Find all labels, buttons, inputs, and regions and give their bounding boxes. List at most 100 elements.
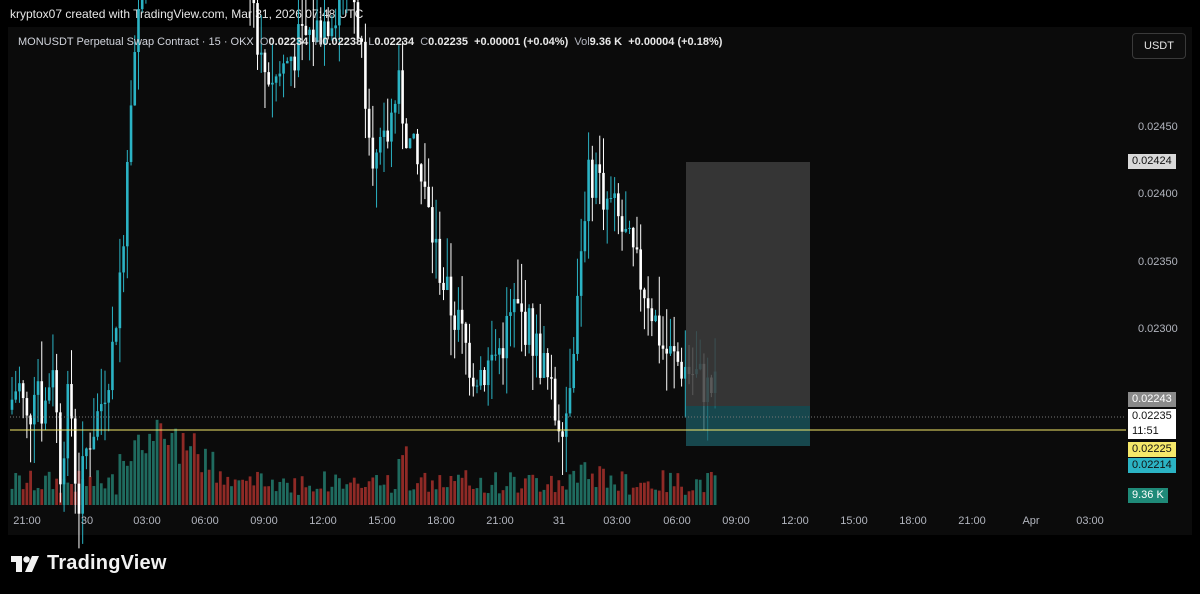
tradingview-brand[interactable]: TradingView: [11, 552, 167, 575]
volume-bar: [189, 446, 192, 505]
candle-body: [10, 399, 14, 410]
volume-bar: [211, 451, 215, 505]
volume-bar: [468, 485, 471, 505]
candle-body: [646, 298, 650, 309]
volume-bar: [122, 460, 125, 505]
candle-body: [81, 456, 84, 514]
volume-bar: [185, 450, 189, 505]
volume-bar: [538, 491, 542, 505]
volume-bar: [222, 484, 226, 505]
volume-label: Vol: [574, 36, 590, 48]
volume-bar: [360, 487, 364, 505]
candle-body: [445, 276, 449, 291]
volume-bar: [628, 494, 631, 505]
volume-bar: [445, 487, 449, 505]
position-zone: [686, 406, 810, 446]
volume-bar: [170, 433, 174, 505]
candle-body: [557, 420, 561, 432]
volume-bar: [594, 487, 598, 505]
volume-bar: [103, 488, 107, 505]
volume-bar: [669, 472, 672, 505]
volume-bar: [557, 480, 561, 505]
candle-body: [51, 370, 55, 388]
volume-bar: [542, 489, 546, 505]
volume-bar: [553, 492, 557, 505]
candle-body: [111, 341, 114, 391]
volume-bar: [620, 471, 624, 505]
volume-bar: [564, 489, 568, 505]
candle-body: [583, 221, 587, 252]
time-tick: 21:00: [486, 515, 514, 527]
volume-bar: [200, 472, 204, 505]
volume-bar: [311, 491, 315, 505]
candle-body: [40, 381, 44, 424]
price-tick: 0.02300: [1138, 323, 1178, 335]
volume-bar: [550, 475, 553, 505]
volume-bar: [501, 490, 505, 505]
candle-body: [88, 448, 92, 450]
candle-body: [356, 2, 360, 39]
volume-bar: [430, 480, 434, 505]
volume-bar: [561, 486, 564, 505]
time-tick: Apr: [1022, 515, 1040, 527]
open-value: 0.02234: [268, 36, 309, 48]
candle-body: [293, 56, 297, 71]
volume-bar: [248, 476, 252, 505]
volume-bar: [47, 471, 51, 505]
time-tick: 06:00: [663, 515, 691, 527]
volume-bar: [602, 468, 605, 505]
volume-bar: [155, 419, 159, 505]
candle-body: [635, 247, 639, 250]
volume-bar: [85, 486, 88, 505]
candle-body: [639, 249, 642, 290]
candle-body: [334, 25, 337, 29]
time-tick: 12:00: [309, 515, 337, 527]
price-tick: 0.02450: [1138, 121, 1178, 133]
candle-body: [44, 400, 47, 424]
volume-bar: [196, 454, 200, 505]
candle-body: [118, 272, 122, 329]
candle-body: [498, 348, 501, 355]
candle-body: [386, 130, 390, 142]
candle-body: [393, 103, 397, 113]
volume-bar: [163, 438, 166, 505]
volume-bar: [21, 489, 25, 505]
volume-bar: [297, 494, 300, 505]
volume-bar: [263, 486, 267, 505]
candle-body: [96, 411, 99, 437]
candle-body: [434, 238, 438, 243]
volume-bar: [523, 478, 527, 505]
volume-bar: [535, 478, 538, 505]
candle-body: [278, 73, 282, 77]
candle-body: [25, 398, 29, 416]
candle-body: [680, 361, 683, 379]
volume-bar: [471, 488, 475, 505]
close-value: 0.02235: [428, 36, 468, 48]
volume-bar: [527, 475, 531, 505]
volume-bar: [10, 488, 14, 505]
candle-body: [438, 238, 442, 283]
candle-body: [85, 448, 88, 457]
symbol-label[interactable]: MONUSDT Perpetual Swap Contract · 15 · O…: [18, 36, 254, 48]
candle-body: [62, 458, 66, 485]
volume-bar: [616, 490, 620, 505]
candle-body: [416, 133, 419, 165]
candle-body: [423, 181, 427, 187]
volume-bars: [10, 419, 717, 505]
time-tick: 18:00: [427, 515, 455, 527]
candle-body: [550, 377, 553, 379]
volume-bar: [300, 476, 304, 505]
volume-bar: [590, 473, 594, 505]
candle-body: [605, 198, 609, 210]
volume-bar: [661, 470, 665, 505]
candle-body: [594, 164, 598, 198]
currency-button[interactable]: USDT: [1132, 33, 1186, 59]
volume-bar: [698, 479, 702, 505]
candle-body: [397, 70, 401, 104]
time-tick: 15:00: [368, 515, 396, 527]
volume-bar: [375, 475, 378, 505]
volume-bar: [341, 488, 345, 505]
volume-bar: [397, 458, 401, 505]
volume-bar: [92, 486, 96, 505]
